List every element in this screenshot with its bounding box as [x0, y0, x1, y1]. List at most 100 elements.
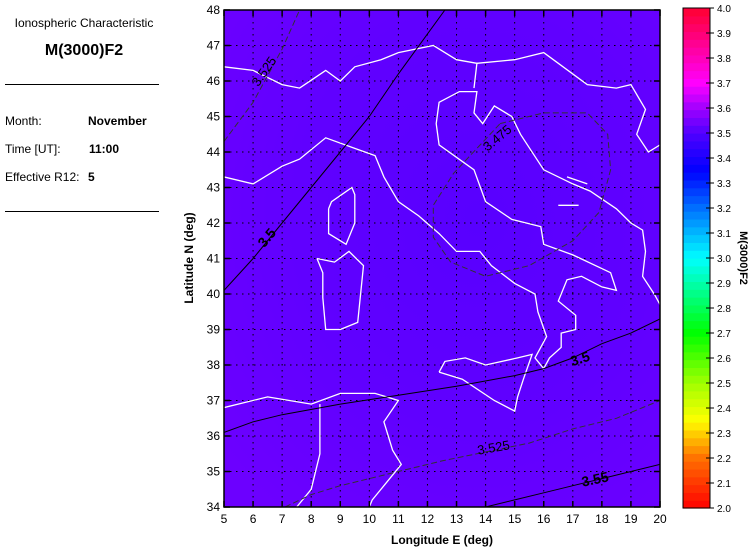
y-tick-label: 41	[207, 252, 221, 266]
colorbar-swatch	[683, 109, 710, 118]
colorbar-swatch	[683, 54, 710, 64]
colorbar-swatch	[683, 15, 710, 25]
r12-value: 5	[88, 170, 95, 184]
colorbar-tick-label: 2.2	[717, 454, 731, 465]
colorbar-swatch	[683, 422, 710, 431]
colorbar-tick-label: 4.0	[717, 4, 731, 15]
coastline	[327, 186, 356, 246]
y-tick-label: 40	[207, 287, 221, 301]
chart-subtitle: Ionospheric Characteristic	[14, 16, 154, 30]
divider	[5, 211, 159, 212]
coastline	[224, 392, 403, 507]
x-tick-label: 5	[221, 512, 228, 526]
x-tick-label: 13	[450, 512, 464, 526]
colorbar-swatch	[683, 414, 710, 423]
colorbar-swatch	[683, 484, 710, 493]
y-tick-label: 42	[207, 216, 221, 230]
colorbar-swatch	[683, 172, 710, 181]
colorbar-swatch	[683, 320, 710, 329]
heatmap-field	[224, 10, 660, 507]
y-axis-label: Latitude N (deg)	[182, 212, 196, 303]
colorbar-swatch	[683, 359, 710, 368]
colorbar-swatch	[683, 226, 710, 236]
colorbar-tick-label: 3.9	[717, 29, 731, 40]
x-tick-label: 12	[421, 512, 435, 526]
contour-label: 3.5	[568, 348, 592, 369]
colorbar-tick-label: 2.5	[717, 379, 731, 390]
colorbar-swatch	[683, 86, 710, 95]
colorbar-tick-label: 2.6	[717, 354, 731, 365]
x-tick-label: 9	[337, 512, 344, 526]
x-tick-label: 8	[308, 512, 315, 526]
colorbar-tick-label: 3.1	[717, 229, 731, 240]
y-tick-label: 47	[207, 39, 221, 53]
colorbar-swatch	[683, 406, 710, 415]
colorbar-swatch	[683, 437, 710, 447]
colorbar-tick-label: 3.0	[717, 254, 731, 265]
month-value: November	[88, 114, 147, 128]
contour-line	[224, 10, 446, 291]
colorbar-swatch	[683, 492, 710, 501]
colorbar-swatch	[683, 117, 710, 126]
coastline	[566, 176, 588, 185]
colorbar-swatch	[683, 367, 710, 376]
colorbar-swatch	[683, 140, 710, 150]
y-tick-label: 45	[207, 110, 221, 124]
colorbar-swatch	[683, 195, 710, 204]
colorbar-swatch	[683, 445, 710, 454]
colorbar-swatch	[683, 304, 710, 314]
colorbar-swatch	[683, 351, 710, 361]
colorbar-swatch	[683, 289, 710, 298]
divider	[5, 84, 159, 85]
colorbar-tick-label: 2.3	[717, 429, 731, 440]
colorbar-tick-label: 3.7	[717, 79, 731, 90]
y-tick-label: 37	[207, 394, 221, 408]
colorbar-swatch	[683, 250, 710, 259]
colorbar-tick-label: 2.1	[717, 479, 731, 490]
y-tick-label: 34	[207, 500, 221, 514]
y-tick-label: 38	[207, 358, 221, 372]
colorbar-tick-label: 3.5	[717, 129, 731, 140]
coastline	[224, 90, 660, 370]
colorbar-swatch	[683, 312, 710, 322]
colorbar-swatch	[683, 211, 710, 220]
colorbar-label: M(3000)F2	[737, 231, 749, 285]
colorbar-tick-label: 2.4	[717, 404, 731, 415]
colorbar-swatch	[683, 242, 710, 251]
y-tick-label: 39	[207, 323, 221, 337]
x-tick-label: 11	[392, 512, 405, 526]
colorbar-tick-label: 2.9	[717, 279, 731, 290]
colorbar-swatch	[683, 218, 710, 228]
contour-line	[224, 10, 301, 142]
x-tick-label: 15	[508, 512, 522, 526]
colorbar-swatch	[683, 125, 710, 134]
colorbar-tick-label: 3.4	[717, 154, 731, 165]
contour-line	[224, 318, 660, 433]
colorbar-swatch	[683, 164, 710, 173]
colorbar-swatch	[683, 398, 710, 408]
colorbar-swatch	[683, 93, 710, 103]
time-value: 11:00	[89, 142, 120, 156]
colorbar-swatch	[683, 234, 710, 243]
colorbar-swatch	[683, 133, 710, 142]
colorbar-swatch	[683, 187, 710, 197]
colorbar-swatch	[683, 148, 710, 158]
y-tick-label: 46	[207, 74, 221, 88]
y-tick-label: 35	[207, 465, 221, 479]
colorbar-swatch	[683, 78, 710, 87]
coastline	[316, 250, 365, 331]
x-tick-label: 19	[624, 512, 638, 526]
r12-label: Effective R12:	[5, 170, 80, 184]
colorbar-tick-label: 2.8	[717, 304, 731, 315]
colorbar-swatch	[683, 31, 710, 40]
colorbar-swatch	[683, 47, 710, 56]
colorbar-swatch	[683, 390, 710, 400]
colorbar-swatch	[683, 429, 710, 439]
x-tick-label: 7	[279, 512, 286, 526]
colorbar-swatch	[683, 468, 710, 478]
time-label: Time [UT]:	[5, 142, 61, 156]
colorbar-swatch	[683, 476, 710, 486]
colorbar-tick-label: 3.6	[717, 104, 731, 115]
x-tick-label: 10	[363, 512, 377, 526]
y-tick-label: 44	[207, 145, 221, 159]
